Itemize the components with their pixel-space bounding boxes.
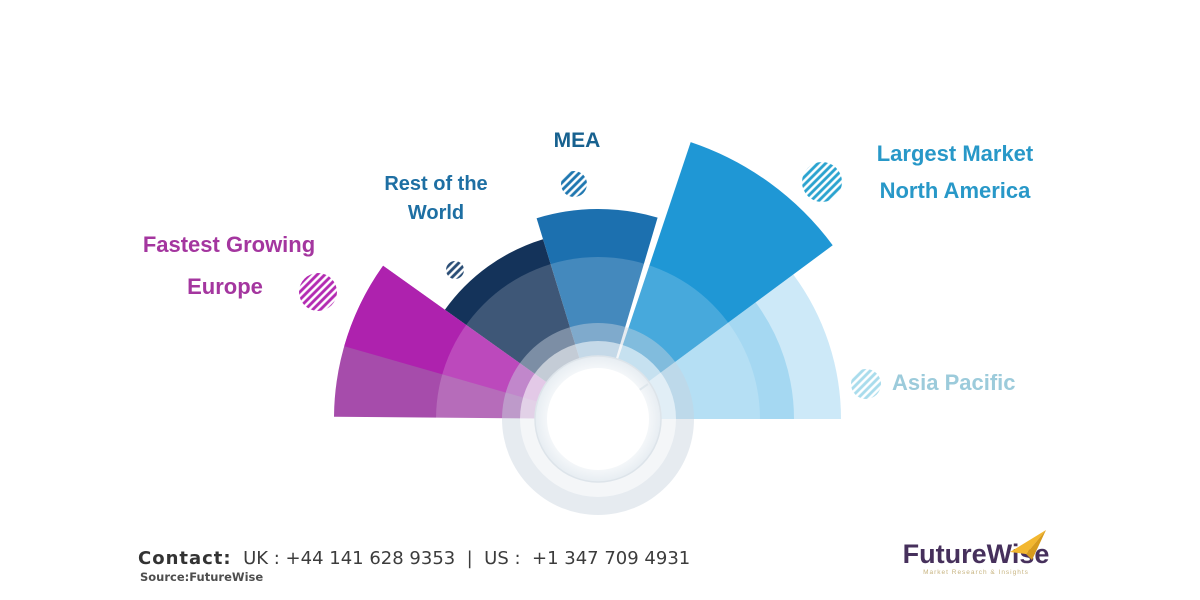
rest-of-world-label-line1: Rest of the (384, 173, 488, 195)
paper-plane-icon (1010, 530, 1046, 560)
rest-of-world-label-line2: World (407, 202, 465, 224)
contact-label: Contact: (138, 548, 232, 569)
hub-face (547, 368, 649, 470)
north-america-role-label: Largest Market (876, 141, 1034, 166)
asia-pacific-label: Asia Pacific (892, 370, 1016, 395)
rest-of-world-label: Rest of the World (352, 170, 520, 228)
europe-dot (299, 273, 337, 311)
wedge-mea (536, 208, 658, 419)
asia-pacific-dot (851, 369, 881, 399)
wedge-north-america (598, 142, 833, 419)
source-line: Source:FutureWise (140, 570, 264, 584)
north-america-label: Largest Market North America (848, 135, 1062, 209)
mea-label: MEA (553, 129, 601, 152)
contact-line: Contact: UK : +44 141 628 9353 | US : +1… (138, 548, 690, 569)
futurewise-logo-tagline: Market Research & Insights (923, 569, 1029, 576)
europe-role-label: Fastest Growing (142, 232, 316, 257)
mea-dot (561, 171, 587, 197)
europe-label: Europe (187, 274, 263, 299)
north-america-name-label: North America (879, 178, 1031, 203)
contact-numbers: UK : +44 141 628 9353 | US : +1 347 709 … (231, 548, 691, 569)
north-america-dot (802, 162, 842, 202)
rest-of-world-dot (446, 261, 464, 279)
